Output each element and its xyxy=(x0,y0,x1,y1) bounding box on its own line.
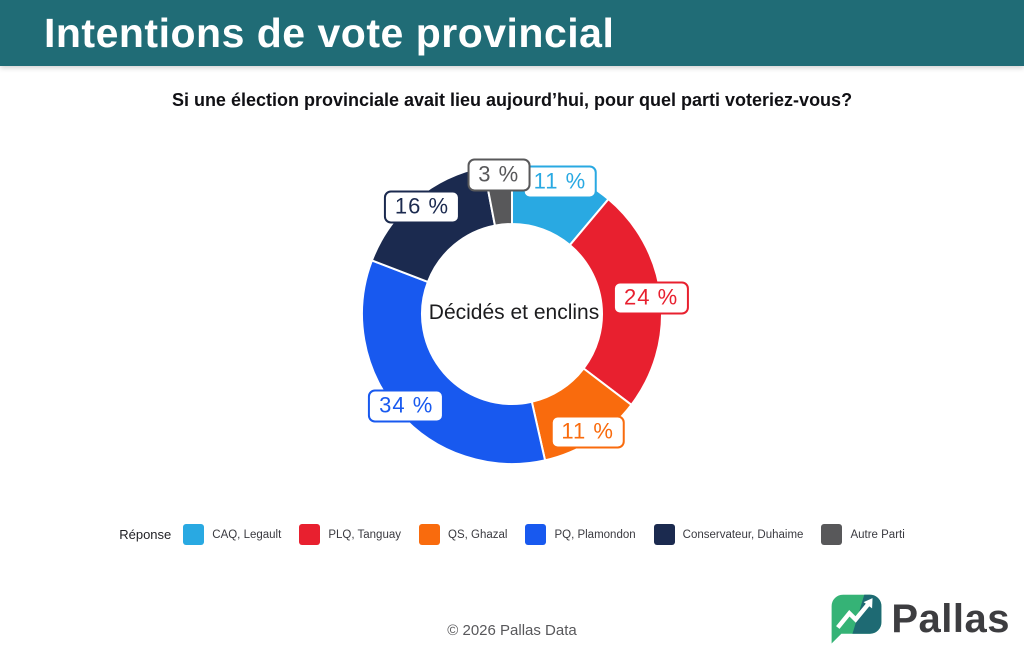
donut-center-label: Décidés et enclins xyxy=(428,301,600,324)
legend-swatch xyxy=(183,524,205,545)
page-title: Intentions de vote provincial xyxy=(44,10,615,56)
slice-value-label: 24 % xyxy=(613,281,690,315)
pallas-logo-icon xyxy=(831,594,882,644)
legend-swatch xyxy=(419,524,440,545)
pallas-brand: Pallas xyxy=(828,591,1010,648)
survey-question: Si une élection provinciale avait lieu a… xyxy=(171,90,853,110)
legend-item: Conservateur, Duhaime xyxy=(653,524,804,545)
legend-label: PLQ, Tanguay xyxy=(328,528,401,541)
legend-swatch xyxy=(525,524,547,545)
copyright-text: © 2026 Pallas Data xyxy=(447,622,577,639)
legend-label: Autre Parti xyxy=(850,528,905,541)
slice-value-label: 3 % xyxy=(467,158,531,192)
legend-item: PLQ, Tanguay xyxy=(299,524,401,545)
legend-item: PQ, Plamondon xyxy=(525,524,636,545)
slice-value-label: 16 % xyxy=(383,190,461,224)
legend-item: Autre Parti xyxy=(821,524,905,545)
legend-item: QS, Ghazal xyxy=(419,524,507,545)
legend-swatch xyxy=(299,524,321,545)
legend-label: Conservateur, Duhaime xyxy=(682,528,804,541)
legend-label: CAQ, Legault xyxy=(212,528,282,541)
legend-item: CAQ, Legault xyxy=(183,524,281,545)
brand-name: Pallas xyxy=(891,597,1010,641)
header-bar: Intentions de vote provincial xyxy=(0,0,1024,66)
chart-legend: Réponse CAQ, Legault PLQ, Tanguay QS, Ghaz… xyxy=(0,524,1024,545)
legend-swatch xyxy=(653,524,675,545)
slice-value-label: 34 % xyxy=(368,389,445,423)
legend-label: PQ, Plamondon xyxy=(554,528,636,541)
slice-value-label: 11 % xyxy=(550,415,625,449)
legend-title: Réponse xyxy=(119,527,172,542)
legend-label: QS, Ghazal xyxy=(448,528,508,541)
legend-swatch xyxy=(821,524,843,545)
donut-slice-pq xyxy=(361,259,547,465)
slice-value-label: 11 % xyxy=(522,165,598,199)
